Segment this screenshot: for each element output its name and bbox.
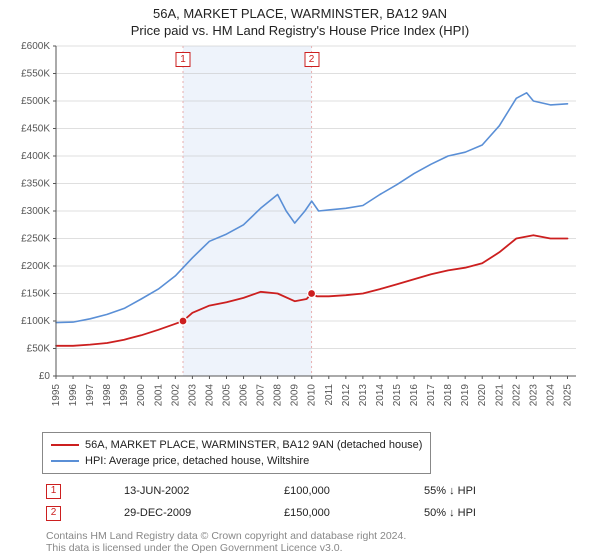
chart-area: £0 £50K £100K £150K £200K £250K £300K £350K £400…	[0, 40, 600, 426]
svg-text:£350K: £350K	[21, 179, 50, 190]
legend: 56A, MARKET PLACE, WARMINSTER, BA12 9AN …	[42, 432, 431, 474]
svg-text:£150K: £150K	[21, 289, 50, 300]
svg-text:2022: 2022	[511, 384, 522, 407]
svg-text:2020: 2020	[477, 384, 488, 407]
svg-text:2018: 2018	[443, 384, 454, 407]
svg-text:2021: 2021	[494, 384, 505, 407]
legend-swatch	[51, 444, 79, 446]
svg-text:2003: 2003	[187, 384, 198, 407]
title-line-2: Price paid vs. HM Land Registry's House …	[4, 23, 596, 38]
svg-text:1997: 1997	[85, 384, 96, 407]
svg-text:2024: 2024	[545, 384, 556, 407]
svg-text:2015: 2015	[392, 384, 403, 407]
svg-text:1995: 1995	[51, 384, 62, 407]
svg-text:2023: 2023	[528, 384, 539, 407]
svg-text:£600K: £600K	[21, 41, 50, 52]
svg-text:£500K: £500K	[21, 96, 50, 107]
svg-text:2016: 2016	[409, 384, 420, 407]
footer-line-2: This data is licensed under the Open Gov…	[46, 542, 570, 554]
svg-text:2005: 2005	[221, 384, 232, 407]
event-badge: 1	[46, 484, 61, 499]
svg-text:2007: 2007	[256, 384, 267, 407]
chart-titles: 56A, MARKET PLACE, WARMINSTER, BA12 9AN …	[0, 0, 600, 40]
svg-text:2025: 2025	[562, 384, 573, 407]
legend-row: 56A, MARKET PLACE, WARMINSTER, BA12 9AN …	[51, 437, 422, 453]
svg-text:£550K: £550K	[21, 69, 50, 80]
svg-text:2008: 2008	[273, 384, 284, 407]
svg-text:2006: 2006	[239, 384, 250, 407]
svg-text:2011: 2011	[324, 384, 335, 406]
svg-text:£450K: £450K	[21, 124, 50, 135]
svg-text:2009: 2009	[290, 384, 301, 407]
legend-swatch	[51, 460, 79, 462]
svg-text:£0: £0	[39, 371, 51, 382]
svg-text:2004: 2004	[204, 384, 215, 407]
svg-text:1999: 1999	[119, 384, 130, 407]
event-date: 13-JUN-2002	[124, 485, 254, 497]
legend-label: HPI: Average price, detached house, Wilt…	[85, 455, 309, 467]
svg-text:£100K: £100K	[21, 316, 50, 327]
svg-text:£200K: £200K	[21, 261, 50, 272]
svg-text:2002: 2002	[170, 384, 181, 407]
event-price: £150,000	[284, 507, 394, 519]
event-row: 1 13-JUN-2002 £100,000 55% ↓ HPI	[46, 480, 570, 502]
event-price: £100,000	[284, 485, 394, 497]
svg-text:2017: 2017	[426, 384, 437, 407]
svg-text:2001: 2001	[153, 384, 164, 407]
svg-text:£50K: £50K	[27, 344, 51, 355]
events-table: 1 13-JUN-2002 £100,000 55% ↓ HPI 2 29-DEC-200…	[46, 480, 570, 524]
svg-text:£400K: £400K	[21, 151, 50, 162]
svg-text:1998: 1998	[102, 384, 113, 407]
event-marker-badge: 2	[304, 52, 319, 67]
svg-text:2019: 2019	[460, 384, 471, 407]
svg-text:2000: 2000	[136, 384, 147, 407]
svg-text:1996: 1996	[68, 384, 79, 407]
svg-text:2010: 2010	[307, 384, 318, 407]
footer-line-1: Contains HM Land Registry data © Crown c…	[46, 530, 570, 542]
event-row: 2 29-DEC-2009 £150,000 50% ↓ HPI	[46, 502, 570, 524]
event-marker-badge: 1	[176, 52, 191, 67]
event-diff: 55% ↓ HPI	[424, 485, 476, 497]
legend-label: 56A, MARKET PLACE, WARMINSTER, BA12 9AN …	[85, 439, 422, 451]
svg-text:2012: 2012	[341, 384, 352, 407]
title-line-1: 56A, MARKET PLACE, WARMINSTER, BA12 9AN	[4, 6, 596, 21]
svg-text:£250K: £250K	[21, 234, 50, 245]
event-diff: 50% ↓ HPI	[424, 507, 476, 519]
line-chart: £0 £50K £100K £150K £200K £250K £300K £350K £400…	[0, 40, 600, 410]
svg-text:2014: 2014	[375, 384, 386, 407]
svg-text:2013: 2013	[358, 384, 369, 407]
svg-text:£300K: £300K	[21, 206, 50, 217]
event-badge: 2	[46, 506, 61, 521]
legend-row: HPI: Average price, detached house, Wilt…	[51, 453, 422, 469]
footer: Contains HM Land Registry data © Crown c…	[46, 530, 570, 554]
event-date: 29-DEC-2009	[124, 507, 254, 519]
